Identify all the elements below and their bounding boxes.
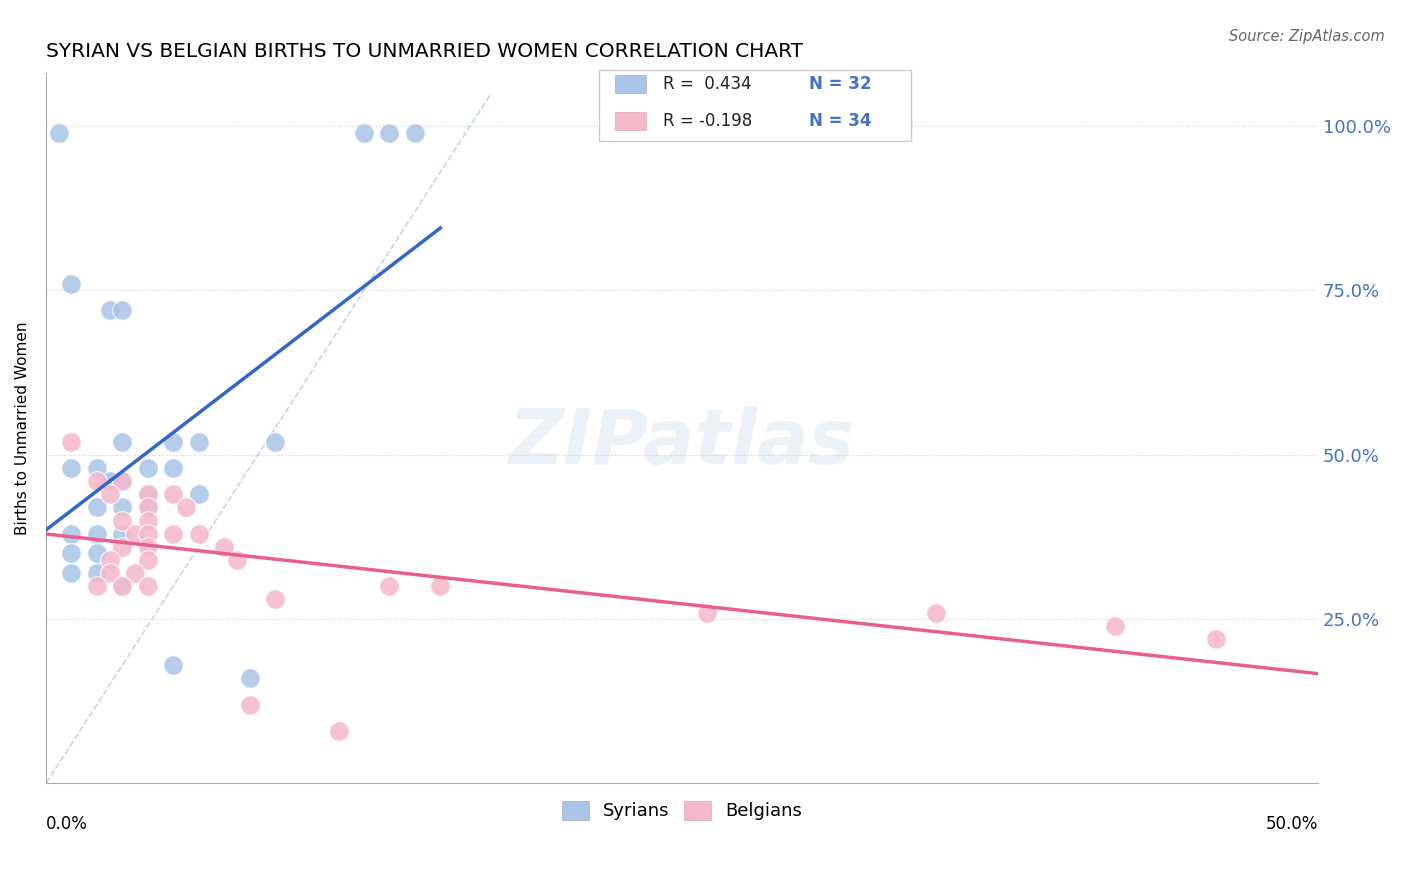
Point bbox=[225, 553, 247, 567]
Point bbox=[60, 277, 83, 291]
Point bbox=[136, 487, 159, 501]
Point bbox=[86, 461, 108, 475]
Point bbox=[429, 579, 451, 593]
Point bbox=[136, 526, 159, 541]
Point bbox=[162, 658, 184, 673]
Point bbox=[98, 303, 121, 318]
Point bbox=[86, 579, 108, 593]
Point bbox=[111, 526, 134, 541]
Point bbox=[187, 434, 209, 449]
Point bbox=[187, 487, 209, 501]
Point bbox=[378, 579, 401, 593]
Point bbox=[111, 514, 134, 528]
Point bbox=[98, 487, 121, 501]
Point bbox=[60, 526, 83, 541]
Y-axis label: Births to Unmarried Women: Births to Unmarried Women bbox=[15, 322, 30, 535]
Point bbox=[124, 526, 146, 541]
Point bbox=[264, 592, 287, 607]
Point bbox=[238, 698, 260, 712]
Point bbox=[328, 723, 350, 738]
Text: 50.0%: 50.0% bbox=[1265, 815, 1319, 833]
Point bbox=[111, 474, 134, 488]
Text: R =  0.434: R = 0.434 bbox=[664, 75, 752, 93]
Point bbox=[111, 579, 134, 593]
Point bbox=[111, 303, 134, 318]
Point bbox=[60, 434, 83, 449]
Point bbox=[136, 514, 159, 528]
Point bbox=[1205, 632, 1227, 646]
Point bbox=[48, 126, 70, 140]
Point bbox=[136, 579, 159, 593]
Point bbox=[111, 500, 134, 515]
Point bbox=[353, 126, 375, 140]
Point bbox=[136, 500, 159, 515]
Point bbox=[86, 526, 108, 541]
Text: 0.0%: 0.0% bbox=[46, 815, 87, 833]
Point bbox=[264, 434, 287, 449]
Bar bbox=[614, 75, 647, 93]
Point bbox=[60, 566, 83, 580]
Legend: Syrians, Belgians: Syrians, Belgians bbox=[554, 793, 810, 828]
Point bbox=[162, 487, 184, 501]
Point bbox=[925, 606, 948, 620]
Point bbox=[86, 500, 108, 515]
Point bbox=[136, 553, 159, 567]
Point bbox=[238, 671, 260, 685]
Point bbox=[111, 579, 134, 593]
Point bbox=[212, 540, 235, 554]
Text: N = 32: N = 32 bbox=[810, 75, 872, 93]
Point bbox=[86, 566, 108, 580]
Point bbox=[111, 540, 134, 554]
Point bbox=[136, 461, 159, 475]
Bar bbox=[614, 112, 647, 130]
Point bbox=[136, 500, 159, 515]
Point bbox=[60, 546, 83, 560]
Point bbox=[60, 461, 83, 475]
Text: ZIPatlas: ZIPatlas bbox=[509, 406, 855, 480]
Point bbox=[162, 434, 184, 449]
Point bbox=[162, 526, 184, 541]
Point bbox=[162, 461, 184, 475]
Point bbox=[1104, 618, 1126, 632]
FancyBboxPatch shape bbox=[599, 70, 911, 141]
Text: SYRIAN VS BELGIAN BIRTHS TO UNMARRIED WOMEN CORRELATION CHART: SYRIAN VS BELGIAN BIRTHS TO UNMARRIED WO… bbox=[46, 42, 803, 61]
Text: N = 34: N = 34 bbox=[810, 112, 872, 130]
Text: Source: ZipAtlas.com: Source: ZipAtlas.com bbox=[1229, 29, 1385, 44]
Point bbox=[404, 126, 426, 140]
Point bbox=[98, 474, 121, 488]
Text: R = -0.198: R = -0.198 bbox=[664, 112, 752, 130]
Point bbox=[136, 540, 159, 554]
Point bbox=[98, 553, 121, 567]
Point bbox=[86, 546, 108, 560]
Point bbox=[124, 566, 146, 580]
Point bbox=[86, 474, 108, 488]
Point bbox=[111, 474, 134, 488]
Point bbox=[378, 126, 401, 140]
Point bbox=[187, 526, 209, 541]
Point bbox=[136, 487, 159, 501]
Point bbox=[696, 606, 718, 620]
Point bbox=[111, 434, 134, 449]
Point bbox=[174, 500, 197, 515]
Point bbox=[98, 566, 121, 580]
